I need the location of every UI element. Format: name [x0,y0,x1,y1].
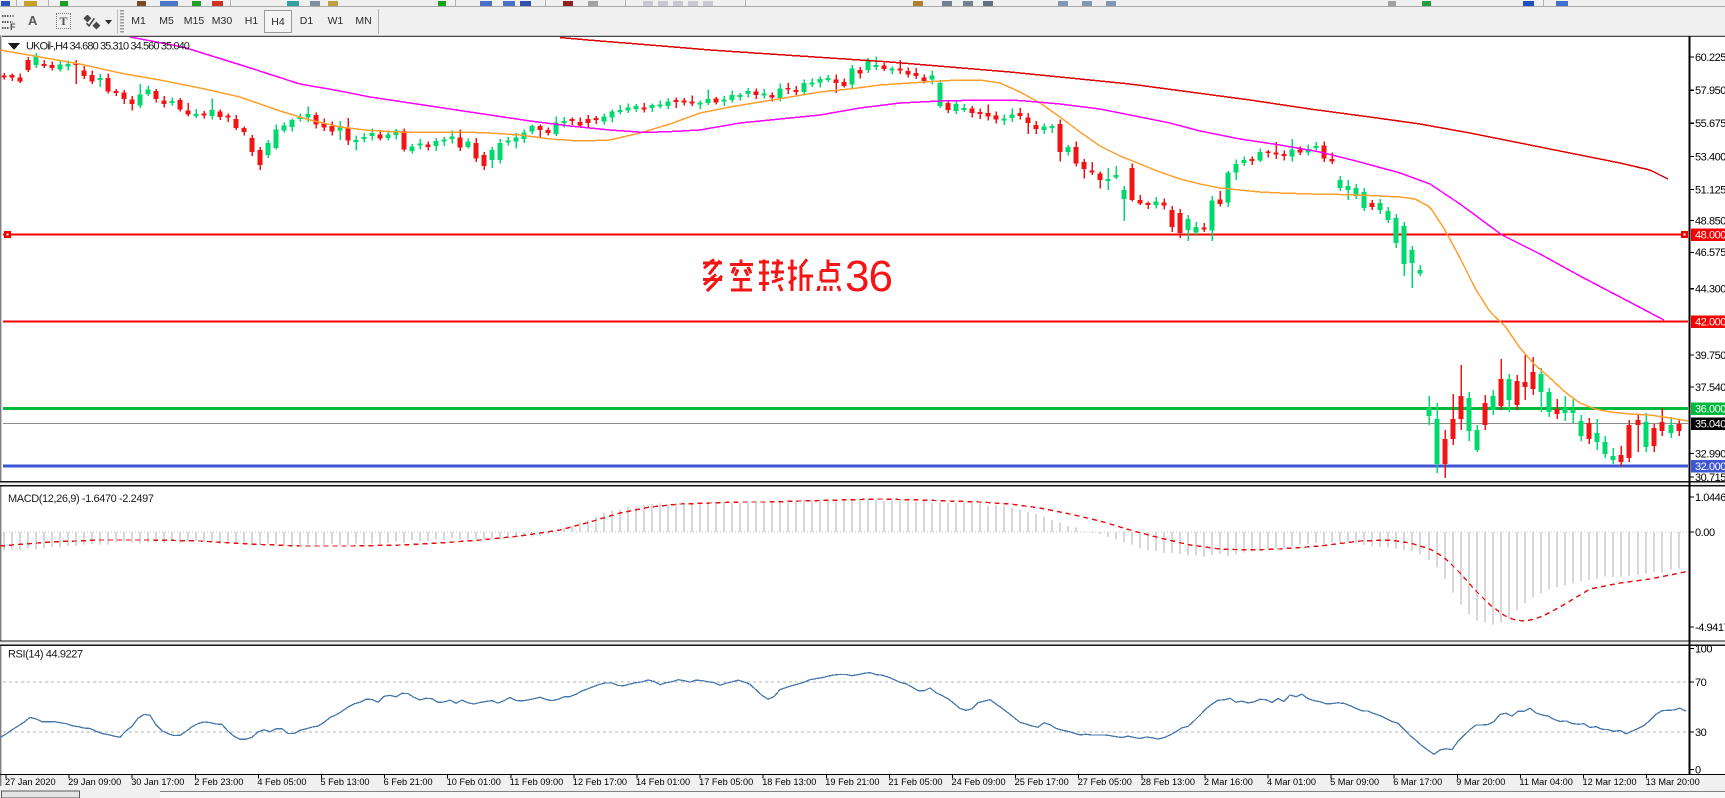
svg-text:-4.9417: -4.9417 [1695,622,1725,634]
svg-text:2 Feb 23:00: 2 Feb 23:00 [194,777,243,787]
svg-text:29 Jan 09:00: 29 Jan 09:00 [68,777,121,787]
svg-text:44.300: 44.300 [1695,284,1725,296]
svg-text:30: 30 [1695,727,1707,739]
svg-text:37.540: 37.540 [1695,382,1725,394]
svg-text:14 Feb 01:00: 14 Feb 01:00 [636,777,690,787]
svg-text:30.715: 30.715 [1695,472,1725,484]
svg-text:51.125: 51.125 [1695,184,1725,196]
svg-text:24 Feb 09:00: 24 Feb 09:00 [952,777,1006,787]
svg-text:53.400: 53.400 [1695,151,1725,163]
svg-text:6 Mar 17:00: 6 Mar 17:00 [1393,777,1442,787]
svg-text:36.000: 36.000 [1695,404,1725,416]
svg-text:36: 36 [845,252,892,301]
svg-text:13 Mar 20:00: 13 Mar 20:00 [1646,777,1700,787]
svg-text:19 Feb 21:00: 19 Feb 21:00 [825,777,879,787]
svg-text:5 Feb 13:00: 5 Feb 13:00 [321,777,370,787]
svg-text:28 Feb 13:00: 28 Feb 13:00 [1141,777,1195,787]
svg-text:21 Feb 05:00: 21 Feb 05:00 [888,777,942,787]
svg-text:60.225: 60.225 [1695,52,1725,64]
svg-text:30 Jan 17:00: 30 Jan 17:00 [131,777,184,787]
svg-text:11 Feb 09:00: 11 Feb 09:00 [510,777,563,787]
svg-text:1.0446: 1.0446 [1695,492,1725,504]
svg-text:RSI(14) 44.9227: RSI(14) 44.9227 [8,649,83,661]
svg-text:55.675: 55.675 [1695,118,1725,130]
svg-text:48.850: 48.850 [1695,215,1725,227]
svg-text:UKOil-,H4 34.680 35.310 34.56: UKOil-,H4 34.680 35.310 34.560 35.040 [26,41,190,53]
svg-text:25 Feb 17:00: 25 Feb 17:00 [1015,777,1069,787]
svg-text:10 Feb 01:00: 10 Feb 01:00 [447,777,501,787]
svg-text:42.000: 42.000 [1695,317,1725,329]
svg-text:39.750: 39.750 [1695,350,1725,362]
svg-text:MACD(12,26,9) -1.6470 -2.2497: MACD(12,26,9) -1.6470 -2.2497 [8,493,154,505]
svg-text:48.000: 48.000 [1695,230,1725,242]
svg-text:0: 0 [1695,764,1701,776]
svg-text:0.00: 0.00 [1695,527,1715,539]
svg-text:12 Mar 12:00: 12 Mar 12:00 [1583,777,1637,787]
svg-text:17 Feb 05:00: 17 Feb 05:00 [699,777,753,787]
svg-text:4 Mar 01:00: 4 Mar 01:00 [1267,777,1316,787]
svg-text:11 Mar 04:00: 11 Mar 04:00 [1519,777,1572,787]
svg-text:2 Mar 16:00: 2 Mar 16:00 [1204,777,1253,787]
svg-text:32.000: 32.000 [1695,461,1725,473]
svg-text:70: 70 [1695,677,1707,689]
svg-text:9 Mar 20:00: 9 Mar 20:00 [1456,777,1505,787]
svg-text:18 Feb 13:00: 18 Feb 13:00 [762,777,816,787]
svg-text:27 Feb 05:00: 27 Feb 05:00 [1078,777,1132,787]
svg-text:46.575: 46.575 [1695,247,1725,259]
svg-text:57.950: 57.950 [1695,85,1725,97]
svg-text:27 Jan 2020: 27 Jan 2020 [5,777,56,787]
svg-text:4 Feb 05:00: 4 Feb 05:00 [257,777,306,787]
svg-text:100: 100 [1695,643,1712,655]
svg-text:6 Feb 21:00: 6 Feb 21:00 [384,777,433,787]
svg-text:5 Mar 09:00: 5 Mar 09:00 [1330,777,1379,787]
svg-text:35.040: 35.040 [1695,419,1725,431]
svg-text:12 Feb 17:00: 12 Feb 17:00 [573,777,627,787]
svg-text:32.990: 32.990 [1695,448,1725,460]
